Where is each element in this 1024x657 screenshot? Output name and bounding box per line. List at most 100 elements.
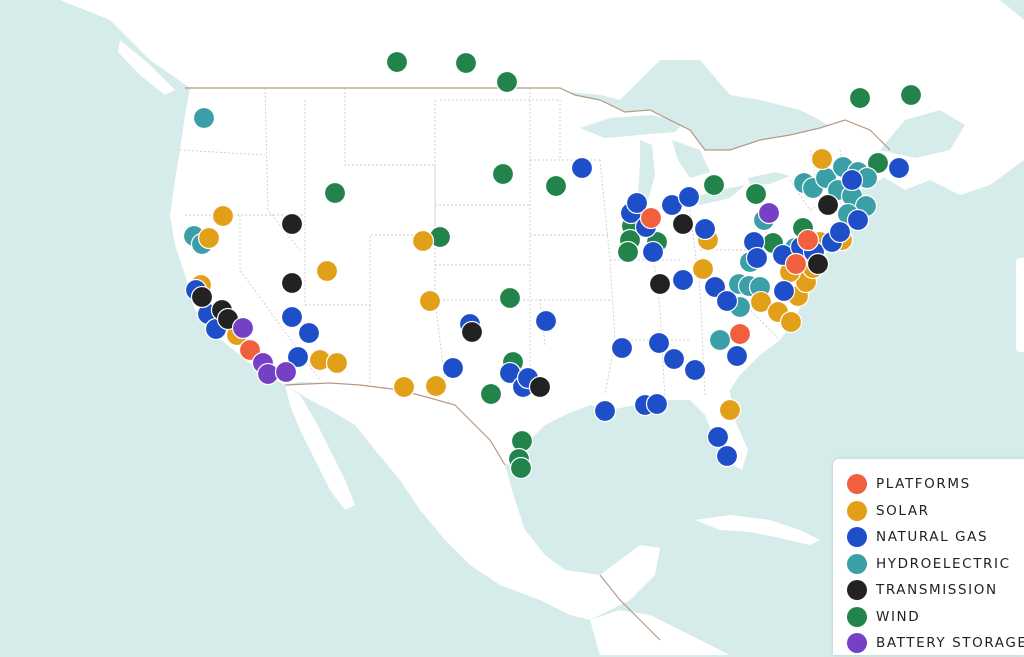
natural-gas-marker[interactable] bbox=[610, 336, 634, 360]
wind-marker[interactable] bbox=[498, 286, 522, 310]
transmission-marker[interactable] bbox=[816, 193, 840, 217]
legend-item-solar[interactable]: SOLAR bbox=[833, 498, 1024, 525]
natural-gas-marker[interactable] bbox=[641, 240, 665, 264]
transmission-marker[interactable] bbox=[806, 252, 830, 276]
transmission-marker[interactable] bbox=[280, 271, 304, 295]
natural-gas-marker[interactable] bbox=[840, 168, 864, 192]
legend-label: WIND bbox=[876, 608, 921, 625]
wind-marker[interactable] bbox=[744, 182, 768, 206]
solar-marker[interactable] bbox=[418, 289, 442, 313]
hydroelectric-marker[interactable] bbox=[192, 106, 216, 130]
land-layer bbox=[60, 0, 1024, 655]
wind-marker[interactable] bbox=[899, 83, 923, 107]
solar-marker[interactable] bbox=[691, 257, 715, 281]
wind-dot-icon bbox=[847, 606, 867, 627]
solar-marker[interactable] bbox=[779, 310, 803, 334]
legend-item-platforms[interactable]: PLATFORMS bbox=[833, 471, 1024, 498]
battery-storage-marker[interactable] bbox=[231, 316, 255, 340]
wind-marker[interactable] bbox=[385, 50, 409, 74]
side-panel-tab[interactable] bbox=[1016, 258, 1024, 352]
natural-gas-marker[interactable] bbox=[645, 392, 669, 416]
transmission-marker[interactable] bbox=[190, 285, 214, 309]
transmission-marker[interactable] bbox=[648, 272, 672, 296]
natural-gas-marker[interactable] bbox=[887, 156, 911, 180]
battery-storage-marker[interactable] bbox=[757, 201, 781, 225]
solar-marker[interactable] bbox=[718, 398, 742, 422]
battery-storage-dot-icon bbox=[847, 633, 867, 654]
solar-marker[interactable] bbox=[197, 226, 221, 250]
natural-gas-marker[interactable] bbox=[647, 331, 671, 355]
lake-michigan bbox=[638, 140, 655, 200]
natural-gas-marker[interactable] bbox=[671, 268, 695, 292]
natural-gas-marker[interactable] bbox=[593, 399, 617, 423]
natural-gas-marker[interactable] bbox=[677, 185, 701, 209]
us-mexico-border bbox=[284, 382, 506, 466]
natural-gas-marker[interactable] bbox=[725, 344, 749, 368]
solar-marker[interactable] bbox=[211, 204, 235, 228]
solar-marker[interactable] bbox=[315, 259, 339, 283]
battery-storage-marker[interactable] bbox=[274, 360, 298, 384]
legend-label: SOLAR bbox=[876, 502, 930, 519]
baja-landmass bbox=[285, 385, 355, 510]
wind-marker[interactable] bbox=[323, 181, 347, 205]
natural-gas-marker[interactable] bbox=[693, 217, 717, 241]
platforms-marker[interactable] bbox=[639, 206, 663, 230]
natural-gas-marker[interactable] bbox=[706, 425, 730, 449]
solar-marker[interactable] bbox=[392, 375, 416, 399]
solar-marker[interactable] bbox=[749, 290, 773, 314]
hydroelectric-marker[interactable] bbox=[708, 328, 732, 352]
legend-label: HYDROELECTRIC bbox=[876, 555, 1011, 572]
legend-item-hydroelectric[interactable]: HYDROELECTRIC bbox=[833, 551, 1024, 578]
wind-marker[interactable] bbox=[848, 86, 872, 110]
legend-label: PLATFORMS bbox=[876, 476, 971, 493]
natural-gas-marker[interactable] bbox=[297, 321, 321, 345]
legend-item-battery-storage[interactable]: BATTERY STORAGE bbox=[833, 630, 1024, 657]
natural-gas-marker[interactable] bbox=[534, 309, 558, 333]
solar-marker[interactable] bbox=[411, 229, 435, 253]
natural-gas-marker[interactable] bbox=[286, 345, 310, 369]
wind-marker[interactable] bbox=[702, 173, 726, 197]
natural-gas-marker[interactable] bbox=[772, 279, 796, 303]
solar-marker[interactable] bbox=[424, 374, 448, 398]
legend-item-wind[interactable]: WIND bbox=[833, 604, 1024, 631]
project-markers bbox=[182, 50, 923, 480]
wind-marker[interactable] bbox=[544, 174, 568, 198]
natural-gas-marker[interactable] bbox=[570, 156, 594, 180]
natural-gas-marker[interactable] bbox=[745, 246, 769, 270]
wind-marker[interactable] bbox=[491, 162, 515, 186]
natural-gas-marker[interactable] bbox=[715, 444, 739, 468]
wind-marker[interactable] bbox=[509, 456, 533, 480]
natural-gas-dot-icon bbox=[847, 527, 867, 548]
transmission-marker[interactable] bbox=[671, 212, 695, 236]
legend-item-transmission[interactable]: TRANSMISSION bbox=[833, 577, 1024, 604]
natural-gas-marker[interactable] bbox=[280, 305, 304, 329]
wind-marker[interactable] bbox=[495, 70, 519, 94]
lake-superior bbox=[580, 115, 685, 138]
wind-marker[interactable] bbox=[479, 382, 503, 406]
vancouver-island bbox=[118, 40, 175, 95]
wind-marker[interactable] bbox=[616, 240, 640, 264]
solar-marker[interactable] bbox=[810, 147, 834, 171]
wind-marker[interactable] bbox=[454, 51, 478, 75]
natural-gas-marker[interactable] bbox=[625, 191, 649, 215]
natural-gas-marker[interactable] bbox=[441, 356, 465, 380]
solar-marker[interactable] bbox=[325, 351, 349, 375]
legend-label: TRANSMISSION bbox=[876, 582, 998, 599]
newfoundland-landmass bbox=[975, 60, 1024, 120]
platforms-marker[interactable] bbox=[784, 252, 808, 276]
transmission-marker[interactable] bbox=[460, 320, 484, 344]
us-canada-border bbox=[185, 87, 891, 151]
legend-item-natural-gas[interactable]: NATURAL GAS bbox=[833, 524, 1024, 551]
natural-gas-marker[interactable] bbox=[715, 289, 739, 313]
platforms-marker[interactable] bbox=[796, 228, 820, 252]
wind-marker[interactable] bbox=[866, 151, 890, 175]
natural-gas-marker[interactable] bbox=[828, 220, 852, 244]
natural-gas-marker[interactable] bbox=[662, 347, 686, 371]
natural-gas-marker[interactable] bbox=[683, 358, 707, 382]
legend-label: NATURAL GAS bbox=[876, 529, 989, 546]
transmission-marker[interactable] bbox=[528, 375, 552, 399]
natural-gas-marker[interactable] bbox=[846, 208, 870, 232]
platforms-marker[interactable] bbox=[728, 322, 752, 346]
transmission-marker[interactable] bbox=[280, 212, 304, 236]
